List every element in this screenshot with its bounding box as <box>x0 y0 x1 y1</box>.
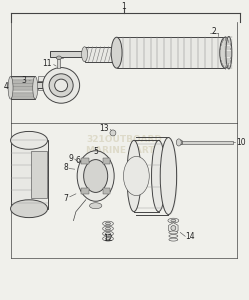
Text: 1: 1 <box>122 2 126 10</box>
Ellipse shape <box>103 226 114 231</box>
Ellipse shape <box>103 231 114 236</box>
Ellipse shape <box>77 151 114 201</box>
Ellipse shape <box>10 131 48 149</box>
Bar <box>10 97 35 99</box>
Text: 4: 4 <box>3 82 8 91</box>
Bar <box>10 81 35 83</box>
Ellipse shape <box>171 226 176 230</box>
Ellipse shape <box>106 238 111 240</box>
Bar <box>31 151 47 198</box>
Ellipse shape <box>160 137 177 214</box>
Ellipse shape <box>169 235 178 238</box>
Ellipse shape <box>57 56 61 59</box>
Ellipse shape <box>106 222 111 225</box>
Text: 321OUTBOARD
MARINE PARTS: 321OUTBOARD MARINE PARTS <box>86 135 162 154</box>
Text: 11: 11 <box>43 59 52 68</box>
Ellipse shape <box>169 238 178 241</box>
Text: 5: 5 <box>93 147 98 156</box>
Text: 2: 2 <box>212 27 216 36</box>
Text: 13: 13 <box>100 124 109 133</box>
Text: 10: 10 <box>236 138 246 147</box>
Ellipse shape <box>10 200 48 218</box>
Bar <box>81 158 89 164</box>
Bar <box>38 81 44 90</box>
Bar <box>181 141 233 144</box>
Ellipse shape <box>114 47 120 61</box>
Ellipse shape <box>84 160 108 192</box>
Ellipse shape <box>8 76 13 99</box>
Ellipse shape <box>179 140 183 145</box>
Ellipse shape <box>103 236 114 241</box>
Ellipse shape <box>111 37 122 68</box>
Ellipse shape <box>226 37 232 69</box>
Ellipse shape <box>103 221 114 226</box>
Ellipse shape <box>55 79 68 92</box>
Ellipse shape <box>176 139 181 146</box>
Bar <box>117 37 225 68</box>
Bar <box>81 188 89 194</box>
Ellipse shape <box>127 140 141 212</box>
Ellipse shape <box>152 140 166 212</box>
Ellipse shape <box>124 156 149 196</box>
Text: 8: 8 <box>63 164 68 172</box>
Bar <box>50 51 117 57</box>
Bar <box>58 58 61 68</box>
Bar <box>10 82 43 88</box>
Text: 9: 9 <box>68 154 73 163</box>
Polygon shape <box>169 223 178 233</box>
Bar <box>85 47 117 61</box>
Ellipse shape <box>82 47 87 61</box>
Bar <box>10 77 35 80</box>
Bar <box>10 94 35 96</box>
Bar <box>38 76 44 81</box>
Text: 3: 3 <box>22 76 27 85</box>
Bar <box>10 87 35 89</box>
Ellipse shape <box>43 68 80 103</box>
Text: 6: 6 <box>76 156 81 165</box>
Ellipse shape <box>168 218 179 223</box>
Bar <box>103 158 110 164</box>
Ellipse shape <box>89 203 102 209</box>
Bar <box>10 84 35 86</box>
Ellipse shape <box>171 219 176 222</box>
Text: 12: 12 <box>103 234 113 243</box>
Ellipse shape <box>33 76 38 99</box>
Bar <box>10 140 48 209</box>
Ellipse shape <box>110 130 116 136</box>
Ellipse shape <box>220 37 231 68</box>
Text: 7: 7 <box>64 194 68 203</box>
Bar <box>103 188 110 194</box>
Ellipse shape <box>106 227 111 230</box>
Ellipse shape <box>169 231 178 234</box>
Bar <box>10 76 35 99</box>
Ellipse shape <box>106 232 111 235</box>
Bar <box>10 90 35 93</box>
Text: 14: 14 <box>186 232 195 242</box>
Ellipse shape <box>49 74 73 97</box>
